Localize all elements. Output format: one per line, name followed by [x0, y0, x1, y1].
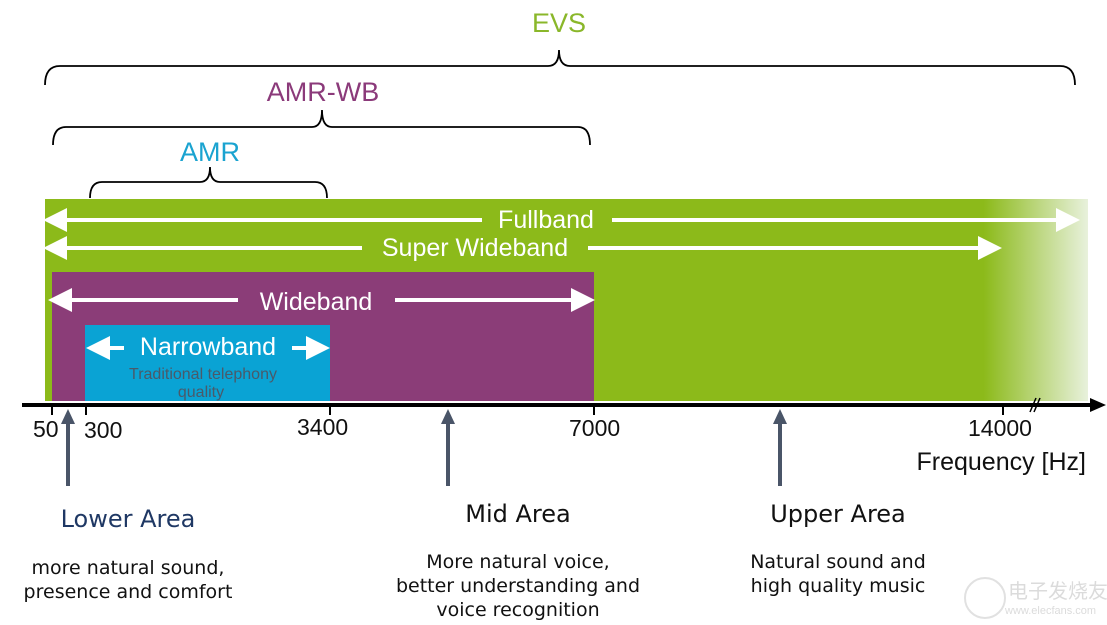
tick-label: 50 — [33, 416, 59, 442]
narrowband-note-line-1: Traditional telephony — [129, 366, 277, 383]
tick-label: 7000 — [569, 415, 620, 441]
watermark-text: 电子发烧友 — [1008, 580, 1107, 603]
evs-label: EVS — [532, 8, 586, 38]
evs-brace: EVS — [44, 8, 1076, 86]
narrowband-note-line-2: quality — [178, 384, 224, 401]
mid-area-desc: voice recognition — [436, 599, 599, 621]
wideband-label: Wideband — [260, 288, 373, 316]
amr-label: AMR — [180, 137, 240, 167]
watermark: 电子发烧友 www.elecfans.com — [964, 577, 1107, 619]
frequency-axis: 50 300 3400 7000 14000 Frequency [Hz] — [22, 397, 1106, 476]
fullband-label: Fullband — [498, 206, 594, 234]
lower-area-desc: more natural sound, — [32, 557, 225, 579]
narrowband-label: Narrowband — [140, 333, 276, 361]
mid-area-desc: More natural voice, — [426, 551, 609, 573]
amr-wb-label: AMR-WB — [267, 77, 379, 107]
upper-area-desc: high quality music — [751, 575, 926, 597]
tick-label: 3400 — [297, 414, 348, 440]
mid-area-title: Mid Area — [465, 500, 570, 528]
axis-label: Frequency [Hz] — [916, 448, 1086, 476]
mid-area-desc: better understanding and — [396, 575, 640, 597]
narrowband-region — [85, 325, 330, 401]
lower-area-title: Lower Area — [61, 505, 196, 533]
watermark-url: www.elecfans.com — [1004, 605, 1096, 617]
lower-area-desc: presence and comfort — [24, 581, 233, 603]
tick-label: 14000 — [968, 415, 1032, 441]
tick-label: 300 — [84, 417, 122, 443]
upper-area-desc: Natural sound and — [750, 551, 926, 573]
amr-brace: AMR — [89, 137, 328, 199]
upper-area-title: Upper Area — [770, 500, 906, 528]
super-wideband-label: Super Wideband — [382, 234, 568, 262]
amr-wb-brace: AMR-WB — [52, 77, 591, 146]
